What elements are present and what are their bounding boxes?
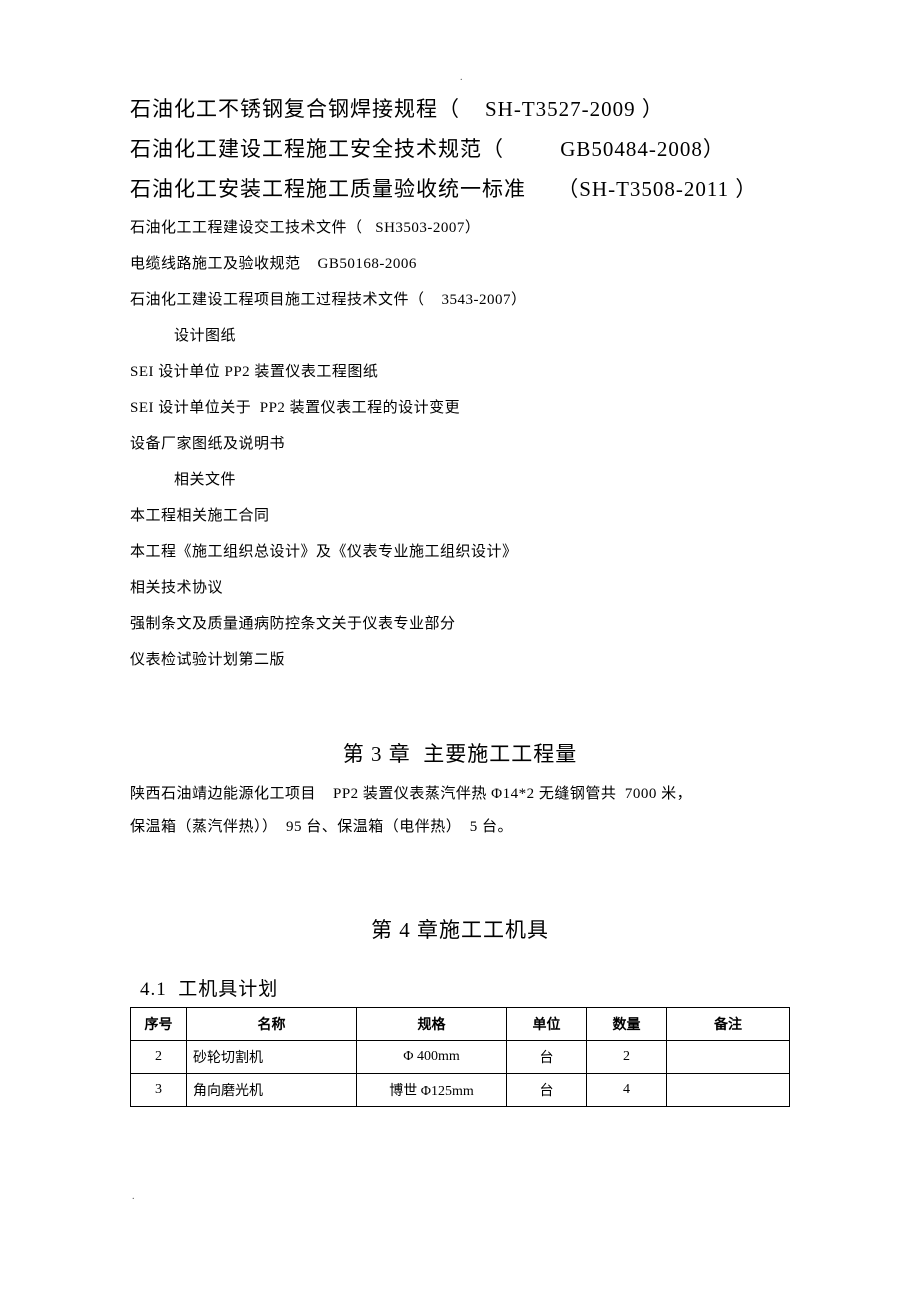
- cell-note: [667, 1073, 790, 1106]
- cell-qty: 2: [587, 1040, 667, 1073]
- col-spec: 规格: [357, 1007, 507, 1040]
- standard-line: 石油化工建设工程项目施工过程技术文件（ 3543-2007）: [130, 282, 790, 318]
- col-seq: 序号: [131, 1007, 187, 1040]
- cell-spec: 博世 Φ125mm: [357, 1073, 507, 1106]
- cell-seq: 3: [131, 1073, 187, 1106]
- col-unit: 单位: [507, 1007, 587, 1040]
- cell-name: 角向磨光机: [187, 1073, 357, 1106]
- standards-med-block: 石油化工工程建设交工技术文件（ SH3503-2007） 电缆线路施工及验收规范…: [130, 210, 790, 318]
- chapter-4-title: 第 4 章施工工机具: [130, 914, 790, 944]
- cell-spec: Φ 400mm: [357, 1040, 507, 1073]
- list-item: SEI 设计单位 PP2 装置仪表工程图纸: [130, 354, 790, 390]
- col-name: 名称: [187, 1007, 357, 1040]
- standard-line: 石油化工工程建设交工技术文件（ SH3503-2007）: [130, 210, 790, 246]
- col-qty: 数量: [587, 1007, 667, 1040]
- cell-unit: 台: [507, 1040, 587, 1073]
- tools-table: 序号 名称 规格 单位 数量 备注 2 砂轮切割机 Φ 400mm 台 2 3 …: [130, 1007, 790, 1107]
- related-heading: 相关文件: [130, 462, 790, 498]
- cell-note: [667, 1040, 790, 1073]
- chapter-3-title: 第 3 章 主要施工工程量: [130, 738, 790, 768]
- cell-unit: 台: [507, 1073, 587, 1106]
- standard-line: 石油化工安装工程施工质量验收统一标准 （SH-T3508-2011 ）: [130, 170, 790, 210]
- list-item: 设备厂家图纸及说明书: [130, 426, 790, 462]
- table-header-row: 序号 名称 规格 单位 数量 备注: [131, 1007, 790, 1040]
- chapter-3-body: 陕西石油靖边能源化工项目 PP2 装置仪表蒸汽伴热 Φ14*2 无缝钢管共 70…: [130, 778, 790, 811]
- standard-line: 电缆线路施工及验收规范 GB50168-2006: [130, 246, 790, 282]
- list-item: 强制条文及质量通病防控条文关于仪表专业部分: [130, 606, 790, 642]
- page-marker-top: .: [460, 72, 463, 83]
- section-4-1-heading: 4.1 工机具计划: [130, 974, 790, 1001]
- page-marker-bottom: .: [132, 1191, 135, 1202]
- cell-qty: 4: [587, 1073, 667, 1106]
- cell-name: 砂轮切割机: [187, 1040, 357, 1073]
- list-item: 仪表检试验计划第二版: [130, 642, 790, 678]
- col-note: 备注: [667, 1007, 790, 1040]
- table-row: 3 角向磨光机 博世 Φ125mm 台 4: [131, 1073, 790, 1106]
- standard-line: 石油化工不锈钢复合钢焊接规程（ SH-T3527-2009 ）: [130, 90, 790, 130]
- standards-large-block: 石油化工不锈钢复合钢焊接规程（ SH-T3527-2009 ） 石油化工建设工程…: [130, 90, 790, 210]
- cell-seq: 2: [131, 1040, 187, 1073]
- list-item: 本工程相关施工合同: [130, 498, 790, 534]
- table-body: 2 砂轮切割机 Φ 400mm 台 2 3 角向磨光机 博世 Φ125mm 台 …: [131, 1040, 790, 1106]
- chapter-3-body: 保温箱（蒸汽伴热）） 95 台、保温箱（电伴热） 5 台。: [130, 811, 790, 844]
- design-items: SEI 设计单位 PP2 装置仪表工程图纸 SEI 设计单位关于 PP2 装置仪…: [130, 354, 790, 462]
- list-item: SEI 设计单位关于 PP2 装置仪表工程的设计变更: [130, 390, 790, 426]
- related-items: 本工程相关施工合同 本工程《施工组织总设计》及《仪表专业施工组织设计》 相关技术…: [130, 498, 790, 678]
- table-row: 2 砂轮切割机 Φ 400mm 台 2: [131, 1040, 790, 1073]
- design-heading: 设计图纸: [130, 318, 790, 354]
- standard-line: 石油化工建设工程施工安全技术规范（ GB50484-2008）: [130, 130, 790, 170]
- list-item: 相关技术协议: [130, 570, 790, 606]
- list-item: 本工程《施工组织总设计》及《仪表专业施工组织设计》: [130, 534, 790, 570]
